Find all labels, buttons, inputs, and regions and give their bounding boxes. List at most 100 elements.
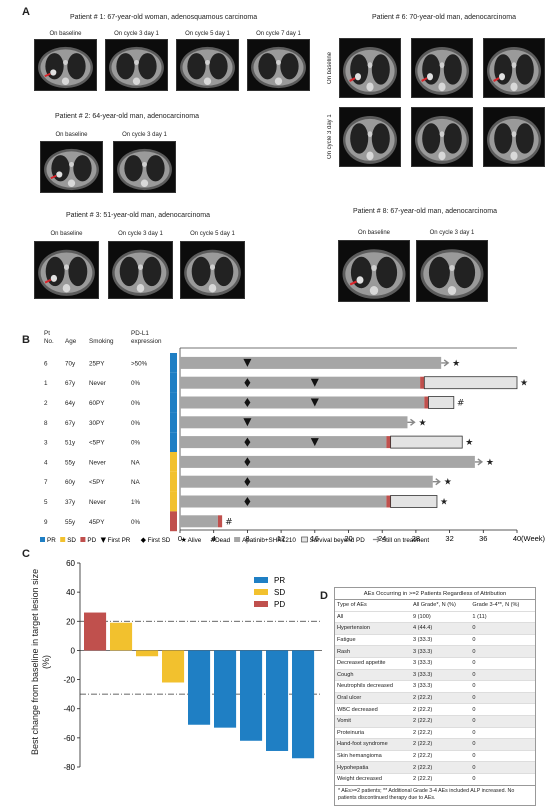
ct-scan-image <box>411 107 473 167</box>
waterfall-ylabel: Best change from baseline in target lesi… <box>30 568 51 756</box>
response-strip <box>170 452 177 472</box>
ae-table-row: Decreased appetite 3 (33.3) 0 <box>335 656 535 670</box>
pd-marker <box>424 396 429 409</box>
row-age: 37y <box>65 499 76 506</box>
alive-marker: ★ <box>520 379 528 389</box>
row-age: 55y <box>65 459 76 466</box>
row-smoking: Never <box>89 499 106 506</box>
treatment-bar <box>180 515 218 528</box>
x-axis-unit: (Week) <box>521 534 546 543</box>
ae-table-row: Neutrophils decreased 3 (33.3) 0 <box>335 680 535 693</box>
row-smoking: Never <box>89 459 106 466</box>
patient-title: Patient # 3: 51-year-old man, adenocarci… <box>66 212 210 219</box>
ae-cell: 0 <box>470 738 535 751</box>
first-sd-marker <box>244 378 251 388</box>
ae-table-row: Vomit 2 (22.2) 0 <box>335 714 535 728</box>
ae-table-row: Rash 3 (33.3) 0 <box>335 645 535 658</box>
header-age: Age <box>65 338 77 345</box>
row-smoking: 25PY <box>89 360 105 367</box>
ae-cell: Oral ulcer <box>335 691 411 704</box>
first-pr-marker <box>310 438 319 447</box>
ae-cell: 0 <box>470 668 535 681</box>
y-tick-label: -80 <box>63 763 75 772</box>
waterfall-bar <box>162 650 185 683</box>
ae-cell: 2 (22.2) <box>411 738 471 751</box>
panel-c-label: C <box>22 548 30 560</box>
ae-cell: 0 <box>470 656 535 670</box>
alive-legend-label: Alive <box>188 537 202 544</box>
ct-scan-image <box>40 141 103 193</box>
treatment-bar <box>180 396 425 409</box>
ae-table-row: Oral ulcer 2 (22.2) 0 <box>335 691 535 704</box>
panel-d-label: D <box>320 590 328 602</box>
pd-marker <box>217 515 223 528</box>
header-smoking: Smoking <box>89 338 114 345</box>
ct-scan-image <box>247 39 310 91</box>
ae-cell: 0 <box>470 749 535 762</box>
ct-scan-image <box>180 241 245 299</box>
patient-title: Patient # 1: 67-year-old woman, adenosqu… <box>70 14 258 21</box>
still-on-treatment-arrow <box>407 418 416 426</box>
response-strip <box>170 372 177 393</box>
dead-marker: # <box>457 399 465 409</box>
response-strip <box>170 412 177 433</box>
x-tick-label: 36 <box>479 534 487 543</box>
treatment-bar <box>180 416 408 429</box>
ae-cell: Weight decreased <box>335 772 411 785</box>
ae-cell: 0 <box>470 691 535 704</box>
header-pdl1: PD-L1 <box>131 330 149 337</box>
ct-scan-image <box>411 38 473 98</box>
scan-label: On cycle 3 day 1 <box>327 114 333 160</box>
ct-scan-image <box>108 241 173 299</box>
row-age: 60y <box>65 479 76 486</box>
ae-cell: 0 <box>470 714 535 728</box>
ae-cell: 0 <box>470 761 535 774</box>
scan-label: On baseline <box>49 31 82 37</box>
row-age: 67y <box>65 380 76 387</box>
ae-col-type: Type of AEs <box>335 600 411 612</box>
ae-cell: Fatigue <box>335 633 411 646</box>
waterfall-bar <box>188 650 211 725</box>
ae-col-all: All Grade*, N (%) <box>411 600 471 612</box>
survival-bar <box>390 495 438 508</box>
ae-table-row: Hypohepatia 2 (22.2) 0 <box>335 761 535 774</box>
ct-scan-image <box>483 38 545 98</box>
pr-legend-label: PR <box>47 537 56 544</box>
row-smoking: Never <box>89 380 106 387</box>
still-legend-label: Still on treatment <box>382 537 429 544</box>
ct-scan-image <box>176 39 239 91</box>
ae-table-row: All 9 (100) 1 (11) <box>335 610 535 623</box>
ae-table-title: AEs Occurring in >=2 Patients Regardless… <box>335 588 535 600</box>
y-tick-label: -20 <box>63 676 75 685</box>
survival-swatch <box>301 536 308 543</box>
ct-scan-image <box>34 241 99 299</box>
row-pdl1: 1% <box>131 499 141 506</box>
survival-bar <box>428 396 455 409</box>
response-strip <box>170 432 177 452</box>
ae-cell: 2 (22.2) <box>411 761 471 774</box>
scan-label: On cycle 3 day 1 <box>429 230 475 236</box>
row-pt-number: 5 <box>44 499 48 506</box>
ae-cell: 0 <box>470 703 535 716</box>
x-tick-label: 40 <box>513 534 521 543</box>
waterfall-bar <box>84 612 107 651</box>
ct-scan-image <box>339 38 401 98</box>
scan-label: On baseline <box>55 132 88 138</box>
ae-table-header: Type of AEs All Grade*, N (%) Grade 3-4*… <box>335 600 535 612</box>
alive-legend-symbol: ★ <box>181 536 187 544</box>
pd-marker <box>386 495 391 508</box>
ae-cell: 0 <box>470 633 535 646</box>
scan-label: On baseline <box>50 231 83 237</box>
ae-cell: Hypohepatia <box>335 761 411 774</box>
x-tick-label: 20 <box>344 534 352 543</box>
ae-cell: 2 (22.2) <box>411 703 471 716</box>
ae-cell: 3 (33.3) <box>411 680 471 693</box>
ae-cell: Proteinuria <box>335 726 411 739</box>
header-expression: expression <box>131 338 162 345</box>
ae-cell: Rash <box>335 645 411 658</box>
still-on-treatment-arrow <box>441 359 450 367</box>
pd-marker <box>386 436 391 449</box>
still-on-treatment-arrow <box>474 458 484 466</box>
scan-label: On baseline <box>327 51 333 85</box>
ae-cell: 3 (33.3) <box>411 656 471 670</box>
